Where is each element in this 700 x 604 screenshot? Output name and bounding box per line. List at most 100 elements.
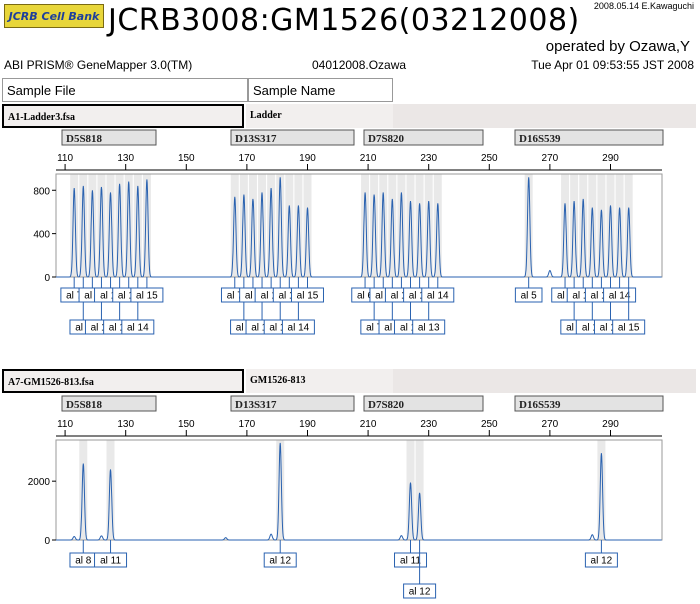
allele-label: al 11: [400, 323, 421, 334]
allele-label: al 12: [269, 556, 291, 567]
allele-label-box: [612, 319, 646, 335]
bin-stripe: [258, 174, 267, 277]
marker-box: [61, 129, 157, 146]
bin-stripe: [415, 174, 424, 277]
x-tick-label: 250: [481, 419, 498, 430]
allele-label: al 12: [591, 291, 613, 302]
marker-label: D5S818: [66, 399, 103, 411]
bin-stripe: [79, 174, 88, 277]
electropherogram-sample: D5S818 D13S317 D7S820 D16S539 110 130 150 170 19…: [28, 395, 664, 599]
bin-stripe: [79, 440, 88, 540]
bin-stripe: [524, 174, 533, 277]
bin-stripe: [106, 440, 115, 540]
sample-name-header: Sample Name: [248, 78, 393, 102]
allele-label: al 13: [278, 291, 300, 302]
bin-stripe: [285, 174, 294, 277]
bin-stripe: [624, 174, 633, 277]
x-tick-label: 190: [299, 419, 316, 430]
bin-stripe: [424, 174, 433, 277]
bin-stripe: [230, 174, 239, 277]
x-tick-label: 110: [57, 153, 73, 164]
allele-label: al 9: [566, 323, 583, 334]
allele-label: al 14: [609, 291, 631, 302]
allele-label-box: [514, 287, 543, 303]
marker-label: D7S820: [368, 133, 405, 145]
bin-stripe: [294, 174, 303, 277]
run-id: 04012008.Ozawa: [312, 58, 407, 72]
plot-frame: [55, 439, 663, 541]
sample-name-cell: Ladder: [246, 104, 393, 128]
allele-label: al 13: [600, 323, 622, 334]
allele-label: al 8: [75, 323, 92, 334]
marker-label: D5S818: [66, 133, 103, 145]
run-date: Tue Apr 01 09:53:55 JST 2008: [531, 58, 694, 72]
marker-label: D13S317: [235, 133, 277, 145]
marker-label: D16S539: [519, 399, 561, 411]
software-name: ABI PRISM® GeneMapper 3.0(TM): [4, 58, 193, 72]
allele-label: al 7: [227, 291, 244, 302]
allele-label: al 9: [245, 291, 262, 302]
sample-row-filler: [393, 369, 696, 393]
x-tick-label: 290: [602, 153, 619, 164]
bin-stripe: [397, 174, 406, 277]
allele-label: al 12: [409, 587, 431, 598]
bin-stripe: [406, 440, 415, 540]
bin-stripe: [370, 174, 379, 277]
allele-label: al 12: [409, 291, 431, 302]
marker-label: D7S820: [368, 399, 405, 411]
allele-label: al 6: [357, 291, 374, 302]
marker-box: [514, 129, 664, 146]
allele-label: al 10: [91, 323, 113, 334]
bin-stripe: [606, 174, 615, 277]
allele-label: al 15: [297, 291, 319, 302]
allele-label: al 7: [366, 323, 383, 334]
bin-stripe: [415, 440, 424, 540]
bin-stripe: [303, 174, 312, 277]
allele-label-box: [603, 287, 637, 303]
allele-label: al 15: [618, 323, 640, 334]
allele-label: al 10: [572, 291, 594, 302]
bin-stripe: [597, 440, 606, 540]
y-tick-label: 400: [33, 230, 50, 241]
bin-stripe: [88, 174, 97, 277]
bin-stripe: [70, 174, 79, 277]
bin-stripe: [248, 174, 257, 277]
bin-stripe: [276, 440, 285, 540]
allele-label: al 14: [127, 323, 149, 334]
allele-label: al 8: [557, 291, 574, 302]
x-tick-label: 270: [542, 153, 559, 164]
bin-stripe: [433, 174, 442, 277]
x-tick-label: 250: [481, 153, 498, 164]
marker-box: [61, 395, 157, 412]
allele-label: al 11: [100, 291, 121, 302]
allele-label: al 8: [375, 291, 392, 302]
bin-stripe: [106, 174, 115, 277]
run-info-bar: ABI PRISM® GeneMapper 3.0(TM) 04012008.O…: [0, 58, 700, 74]
marker-box: [230, 395, 355, 412]
y-tick-label: 2000: [28, 477, 51, 488]
x-tick-label: 230: [420, 153, 437, 164]
sample-file-cell[interactable]: A7-GM1526-813.fsa: [2, 369, 244, 393]
y-tick-label: 0: [44, 273, 50, 284]
marker-box: [514, 395, 664, 412]
marker-label: D16S539: [519, 133, 561, 145]
x-tick-label: 110: [57, 419, 73, 430]
x-tick-label: 270: [542, 419, 559, 430]
bin-stripe: [588, 174, 597, 277]
allele-label: al 8: [236, 323, 253, 334]
x-tick-label: 230: [420, 419, 437, 430]
allele-label: al 12: [109, 323, 131, 334]
bin-stripe: [388, 174, 397, 277]
marker-box: [230, 129, 355, 146]
allele-label: al 9: [84, 291, 101, 302]
x-tick-label: 170: [239, 419, 256, 430]
sample-file-header: Sample File: [2, 78, 248, 102]
trace-line: [56, 177, 662, 278]
sample-file-cell[interactable]: A1-Ladder3.fsa: [2, 104, 244, 128]
allele-label: al 11: [582, 323, 603, 334]
allele-label: al 10: [391, 291, 413, 302]
bin-stripe: [276, 174, 285, 277]
allele-label-box: [130, 287, 164, 303]
allele-label: al 14: [427, 291, 449, 302]
bin-stripe: [379, 174, 388, 277]
